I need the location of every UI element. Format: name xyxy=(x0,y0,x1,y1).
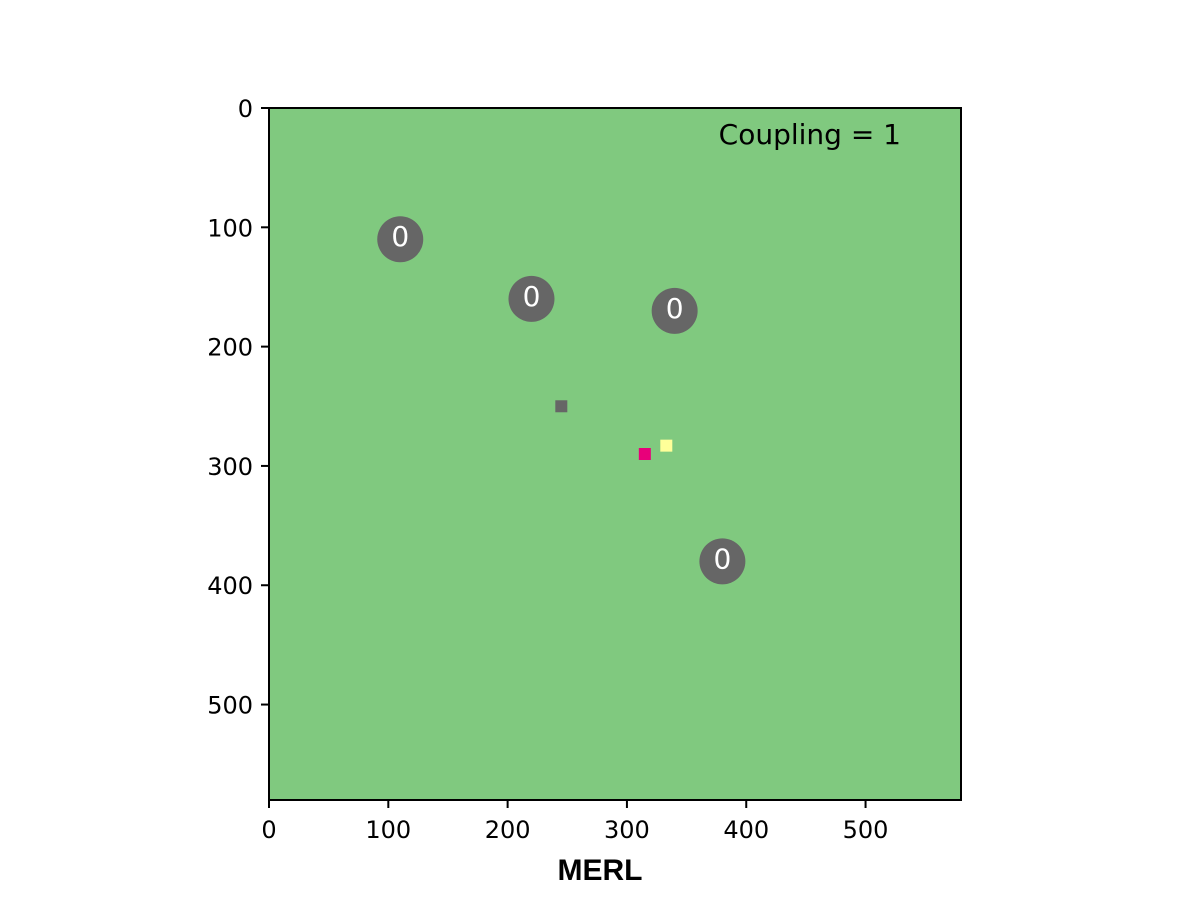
y-tick-label: 200 xyxy=(207,334,253,362)
square-marker xyxy=(638,448,651,460)
y-tick-label: 300 xyxy=(207,453,253,481)
x-tick-label: 500 xyxy=(843,816,889,844)
x-tick-label: 400 xyxy=(723,816,769,844)
x-axis-label: MERL xyxy=(558,854,643,887)
x-tick-label: 200 xyxy=(485,816,531,844)
x-tick-label: 100 xyxy=(365,816,411,844)
circle-marker-label: 0 xyxy=(391,220,409,253)
circle-marker xyxy=(377,216,424,263)
x-tick-label: 300 xyxy=(604,816,650,844)
circle-marker xyxy=(651,287,698,334)
x-axis: 0 100 200 300 400 500 xyxy=(261,800,888,844)
circle-marker-label: 0 xyxy=(666,292,684,325)
y-tick-label: 500 xyxy=(207,692,253,720)
y-tick-label: 400 xyxy=(207,572,253,600)
circle-marker-label: 0 xyxy=(713,542,731,575)
square-marker xyxy=(660,439,673,452)
circle-marker-label: 0 xyxy=(523,280,541,313)
chart-marks: 0 0 0 0 xyxy=(377,216,746,585)
circle-marker xyxy=(699,538,746,585)
y-tick-label: 100 xyxy=(207,214,253,242)
coupling-annotation: Coupling = 1 xyxy=(719,118,901,151)
y-tick-label: 0 xyxy=(238,95,253,123)
square-marker xyxy=(555,400,568,413)
plot-frame xyxy=(268,107,962,801)
x-tick-label: 0 xyxy=(261,816,276,844)
plot-area xyxy=(269,108,961,800)
y-axis: 0 100 200 300 400 500 xyxy=(207,95,269,720)
circle-marker xyxy=(508,275,555,322)
